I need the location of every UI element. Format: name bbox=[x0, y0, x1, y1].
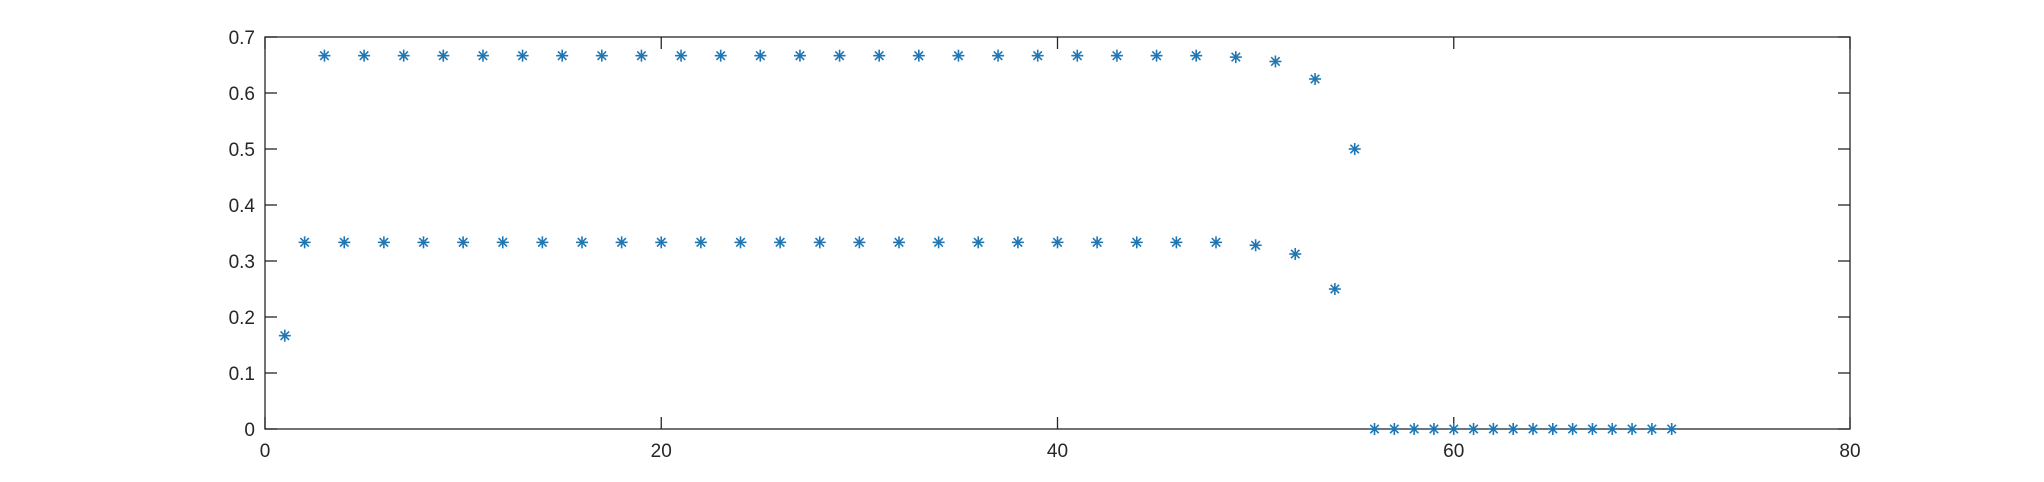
y-tick-label: 0.5 bbox=[229, 140, 255, 161]
data-points bbox=[278, 49, 1678, 435]
data-point bbox=[338, 236, 351, 249]
data-point bbox=[774, 236, 787, 249]
data-point bbox=[556, 49, 569, 62]
data-point bbox=[1269, 55, 1282, 68]
data-point bbox=[1546, 423, 1559, 435]
data-point bbox=[1190, 49, 1203, 62]
data-point bbox=[1447, 423, 1460, 435]
data-point bbox=[1467, 423, 1480, 435]
data-point bbox=[298, 236, 311, 249]
data-point bbox=[1091, 236, 1104, 249]
data-point bbox=[754, 49, 767, 62]
data-point bbox=[576, 236, 588, 249]
data-point bbox=[813, 236, 826, 249]
data-point bbox=[358, 49, 371, 62]
data-point bbox=[1071, 49, 1084, 62]
data-point bbox=[1011, 236, 1024, 249]
data-point bbox=[694, 236, 707, 249]
plot-frame bbox=[264, 36, 1851, 430]
data-point bbox=[1289, 248, 1302, 260]
data-point bbox=[1210, 236, 1222, 249]
data-point bbox=[893, 236, 905, 249]
y-tick-label: 0.4 bbox=[229, 196, 256, 217]
data-point bbox=[714, 49, 727, 62]
data-point bbox=[496, 236, 509, 249]
x-tick-label: 40 bbox=[1047, 441, 1068, 462]
data-point bbox=[1566, 423, 1579, 435]
data-point bbox=[437, 49, 450, 62]
data-point bbox=[972, 236, 985, 249]
x-tick-label: 80 bbox=[1839, 441, 1860, 462]
data-point bbox=[1626, 423, 1639, 435]
data-point bbox=[793, 49, 806, 62]
data-point bbox=[1507, 423, 1520, 435]
y-tick-label: 0.1 bbox=[229, 364, 255, 385]
data-point bbox=[1051, 236, 1064, 249]
data-point bbox=[397, 49, 410, 62]
data-point bbox=[1665, 423, 1678, 435]
axes: 0 20 40 60 80 0 0.1 0.2 0.3 0.4 0.5 0.6 0.7 bbox=[229, 28, 1861, 462]
y-tick-label: 0.6 bbox=[229, 84, 255, 105]
data-point bbox=[1229, 51, 1242, 64]
data-point bbox=[833, 49, 846, 62]
data-point bbox=[1586, 423, 1599, 435]
data-point bbox=[635, 49, 648, 62]
data-point bbox=[1527, 423, 1539, 435]
y-tick-label: 0.2 bbox=[229, 308, 255, 329]
data-point bbox=[1110, 49, 1123, 62]
data-point bbox=[615, 236, 628, 249]
data-point bbox=[1031, 49, 1044, 62]
data-point bbox=[1249, 239, 1262, 252]
x-tick-label: 20 bbox=[651, 441, 672, 462]
data-point bbox=[516, 49, 529, 62]
data-point bbox=[992, 49, 1005, 62]
data-point bbox=[1348, 143, 1361, 155]
y-tick-label: 0.3 bbox=[229, 252, 255, 273]
data-point bbox=[1130, 236, 1143, 249]
data-point bbox=[952, 49, 965, 62]
data-point bbox=[873, 49, 886, 62]
x-tick-label: 60 bbox=[1443, 441, 1464, 462]
data-point bbox=[1427, 423, 1440, 435]
data-point bbox=[536, 236, 549, 249]
y-tick-label: 0.7 bbox=[229, 28, 255, 49]
data-point bbox=[1645, 423, 1658, 435]
data-point bbox=[377, 236, 390, 249]
data-point bbox=[476, 49, 489, 62]
data-point bbox=[1606, 423, 1619, 435]
data-point bbox=[734, 236, 747, 249]
data-point bbox=[675, 49, 688, 62]
data-point bbox=[1328, 283, 1341, 295]
data-point bbox=[912, 49, 925, 62]
data-point bbox=[655, 236, 668, 249]
data-point bbox=[932, 236, 945, 249]
data-point bbox=[318, 49, 331, 62]
data-point bbox=[1170, 236, 1183, 249]
data-point bbox=[278, 329, 291, 342]
data-point bbox=[1408, 423, 1421, 435]
data-point bbox=[457, 236, 470, 249]
data-point bbox=[1368, 423, 1381, 435]
data-point bbox=[417, 236, 430, 249]
data-point bbox=[1388, 423, 1401, 435]
y-tick-label: 0 bbox=[244, 420, 255, 441]
data-point bbox=[1309, 73, 1322, 85]
data-point bbox=[853, 236, 866, 249]
data-point bbox=[595, 49, 608, 62]
data-point bbox=[1487, 423, 1500, 435]
x-tick-label: 0 bbox=[260, 441, 271, 462]
data-point bbox=[1150, 49, 1163, 62]
